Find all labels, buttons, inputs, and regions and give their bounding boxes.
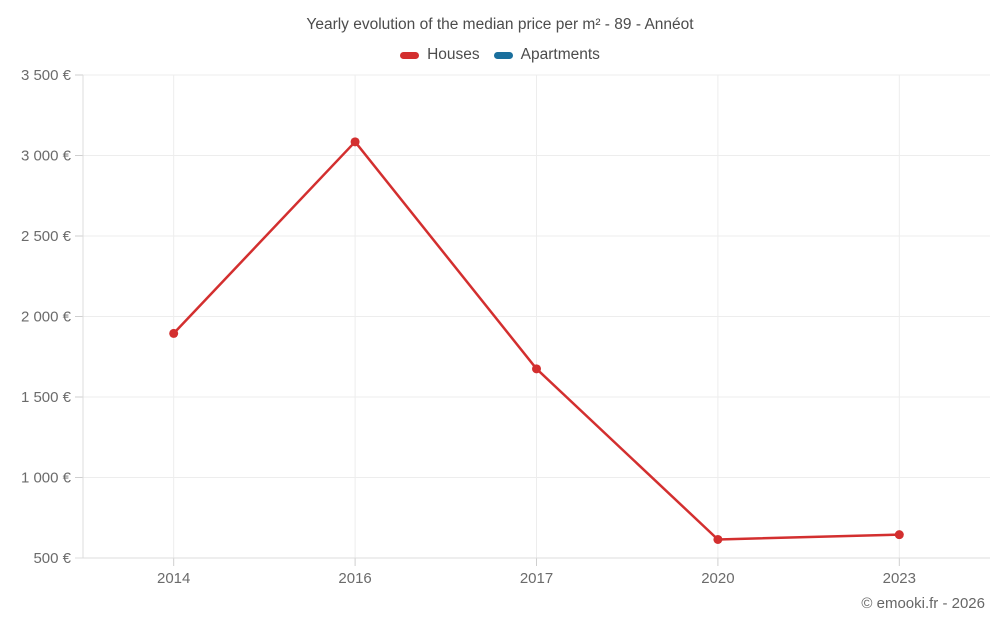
data-point-houses-2023[interactable] <box>894 530 904 540</box>
x-axis-label: 2014 <box>157 570 190 587</box>
legend-swatch-houses <box>400 51 420 59</box>
y-axis-label: 1 000 € <box>21 470 72 487</box>
y-axis-label: 2 000 € <box>21 309 72 326</box>
copyright-footer: © emooki.fr - 2026 <box>861 595 985 612</box>
legend-label: Houses <box>427 46 480 63</box>
y-axis-label: 500 € <box>33 550 71 567</box>
y-axis-label: 3 000 € <box>21 148 72 165</box>
data-point-houses-2020[interactable] <box>713 534 723 544</box>
y-axis-label: 2 500 € <box>21 228 72 245</box>
x-axis-label: 2023 <box>883 570 916 587</box>
data-point-houses-2017[interactable] <box>532 364 541 374</box>
y-axis-label: 1 500 € <box>21 389 72 406</box>
data-point-houses-2014[interactable] <box>169 328 179 338</box>
x-axis-label: 2016 <box>338 570 371 587</box>
y-axis-label: 3 500 € <box>21 67 72 84</box>
legend-label: Apartments <box>520 46 600 63</box>
legend-item-apartments[interactable]: Apartments <box>493 46 600 64</box>
chart-title: Yearly evolution of the median price per… <box>306 16 694 33</box>
legend-item-houses[interactable]: Houses <box>400 46 480 64</box>
legend-swatch-apartments <box>493 51 513 59</box>
chart-legend: Houses Apartments <box>0 46 1000 64</box>
x-axis-label: 2020 <box>701 570 734 587</box>
x-axis-label: 2017 <box>520 570 553 587</box>
data-point-houses-2016[interactable] <box>350 137 360 147</box>
